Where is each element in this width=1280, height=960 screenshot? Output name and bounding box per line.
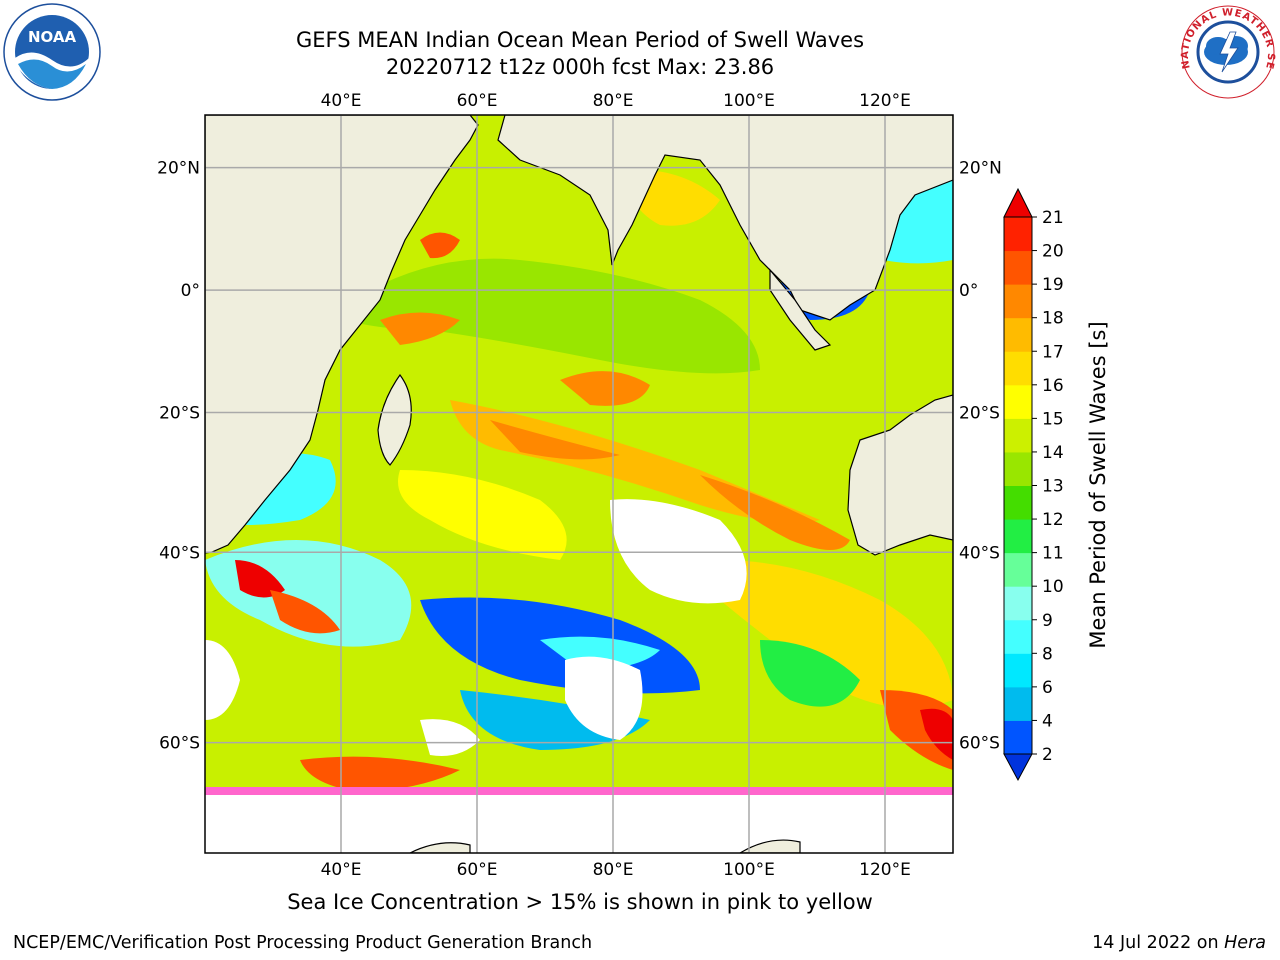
lon-tick-label-bottom: 40°E [321,860,362,880]
map-tick-labels: 40°E 40°E 60°E 60°E 80°E 80°E 100°E 100°E 120°E 1… [157,91,1002,880]
colorbar-swatch [1004,451,1032,486]
colorbar: 2 4 6 8 9 10 11 12 13 14 15 16 17 18 19 20 21 [1003,187,1064,782]
colorbar-tick-label: 21 [1042,208,1064,228]
noaa-logo-text: NOAA [28,28,77,46]
colorbar-swatch [1004,720,1032,755]
colorbar-extend-max [1003,187,1033,218]
map-area [205,115,953,853]
colorbar-swatch [1004,284,1032,319]
lon-tick-label-bottom: 80°E [593,860,634,880]
colorbar-tick-label: 11 [1042,544,1064,564]
lat-tick-label-left: 60°S [159,734,200,754]
noaa-logo: NOAA [3,3,101,101]
lat-tick-label-right: 40°S [959,543,1000,563]
lat-tick-label-left: 0° [181,281,200,301]
colorbar-tick-label: 8 [1042,644,1053,664]
lon-tick-label-bottom: 100°E [723,860,775,880]
footer-date-text: 14 Jul 2022 on [1092,933,1225,953]
colorbar-swatch [1004,619,1032,654]
colorbar-tick-label: 10 [1042,577,1064,597]
lat-tick-label-left: 40°S [159,543,200,563]
colorbar-swatch [1004,586,1032,621]
map-frame [204,114,954,854]
lon-tick-label-top: 60°E [457,91,498,111]
sea-ice-band [205,787,953,795]
lat-tick-label-left: 20°S [159,404,200,424]
colorbar-swatch [1004,686,1032,721]
colorbar-tick-label: 19 [1042,275,1064,295]
colorbar-swatch [1004,418,1032,453]
chart-title: GEFS MEAN Indian Ocean Mean Period of Sw… [295,28,865,52]
footer-date: 14 Jul 2022 on Hera [1092,933,1266,953]
lon-tick-label-bottom: 60°E [457,860,498,880]
nws-logo: NATIONAL WEATHER SERVICE [1178,2,1276,100]
lon-tick-label-top: 40°E [321,91,362,111]
colorbar-swatch [1004,250,1032,285]
sea-ice-caption: Sea Ice Concentration > 15% is shown in … [287,890,873,914]
footer-credit: NCEP/EMC/Verification Post Processing Pr… [13,933,593,953]
lat-tick-label-right: 0° [959,281,978,301]
colorbar-swatch [1004,217,1032,252]
colorbar-tick-label: 18 [1042,309,1064,329]
colorbar-label: Mean Period of Swell Waves [s] [1086,321,1110,648]
chart-subtitle: 20220712 t12z 000h fcst Max: 23.86 [385,55,775,79]
colorbar-tick-label: 13 [1042,477,1064,497]
colorbar-swatch [1004,317,1032,352]
colorbar-tick-label: 6 [1042,678,1053,698]
colorbar-tick-label: 14 [1042,443,1064,463]
colorbar-tick-label: 15 [1042,409,1064,429]
graticule [205,115,953,853]
footer-host: Hera [1224,933,1266,953]
lon-tick-label-top: 80°E [593,91,634,111]
lat-tick-label-right: 20°N [959,159,1002,179]
lon-tick-label-top: 120°E [859,91,911,111]
lat-tick-label-right: 60°S [959,734,1000,754]
colorbar-swatch [1004,552,1032,587]
lon-tick-label-top: 100°E [723,91,775,111]
colorbar-tick-label: 16 [1042,376,1064,396]
colorbar-tick-label: 17 [1042,342,1064,362]
lon-tick-label-bottom: 120°E [859,860,911,880]
colorbar-swatch [1004,485,1032,520]
lat-tick-label-left: 20°N [157,159,200,179]
colorbar-tick-label: 9 [1042,611,1053,631]
colorbar-tick-label: 20 [1042,242,1064,262]
colorbar-tick-label: 12 [1042,510,1064,530]
colorbar-tick-label: 4 [1042,711,1053,731]
colorbar-swatch [1004,519,1032,554]
colorbar-swatch [1004,384,1032,419]
colorbar-extend-min [1003,753,1033,782]
colorbar-swatch [1004,351,1032,386]
lat-tick-label-right: 20°S [959,404,1000,424]
colorbar-swatch [1004,653,1032,688]
colorbar-tick-label: 2 [1042,745,1053,765]
